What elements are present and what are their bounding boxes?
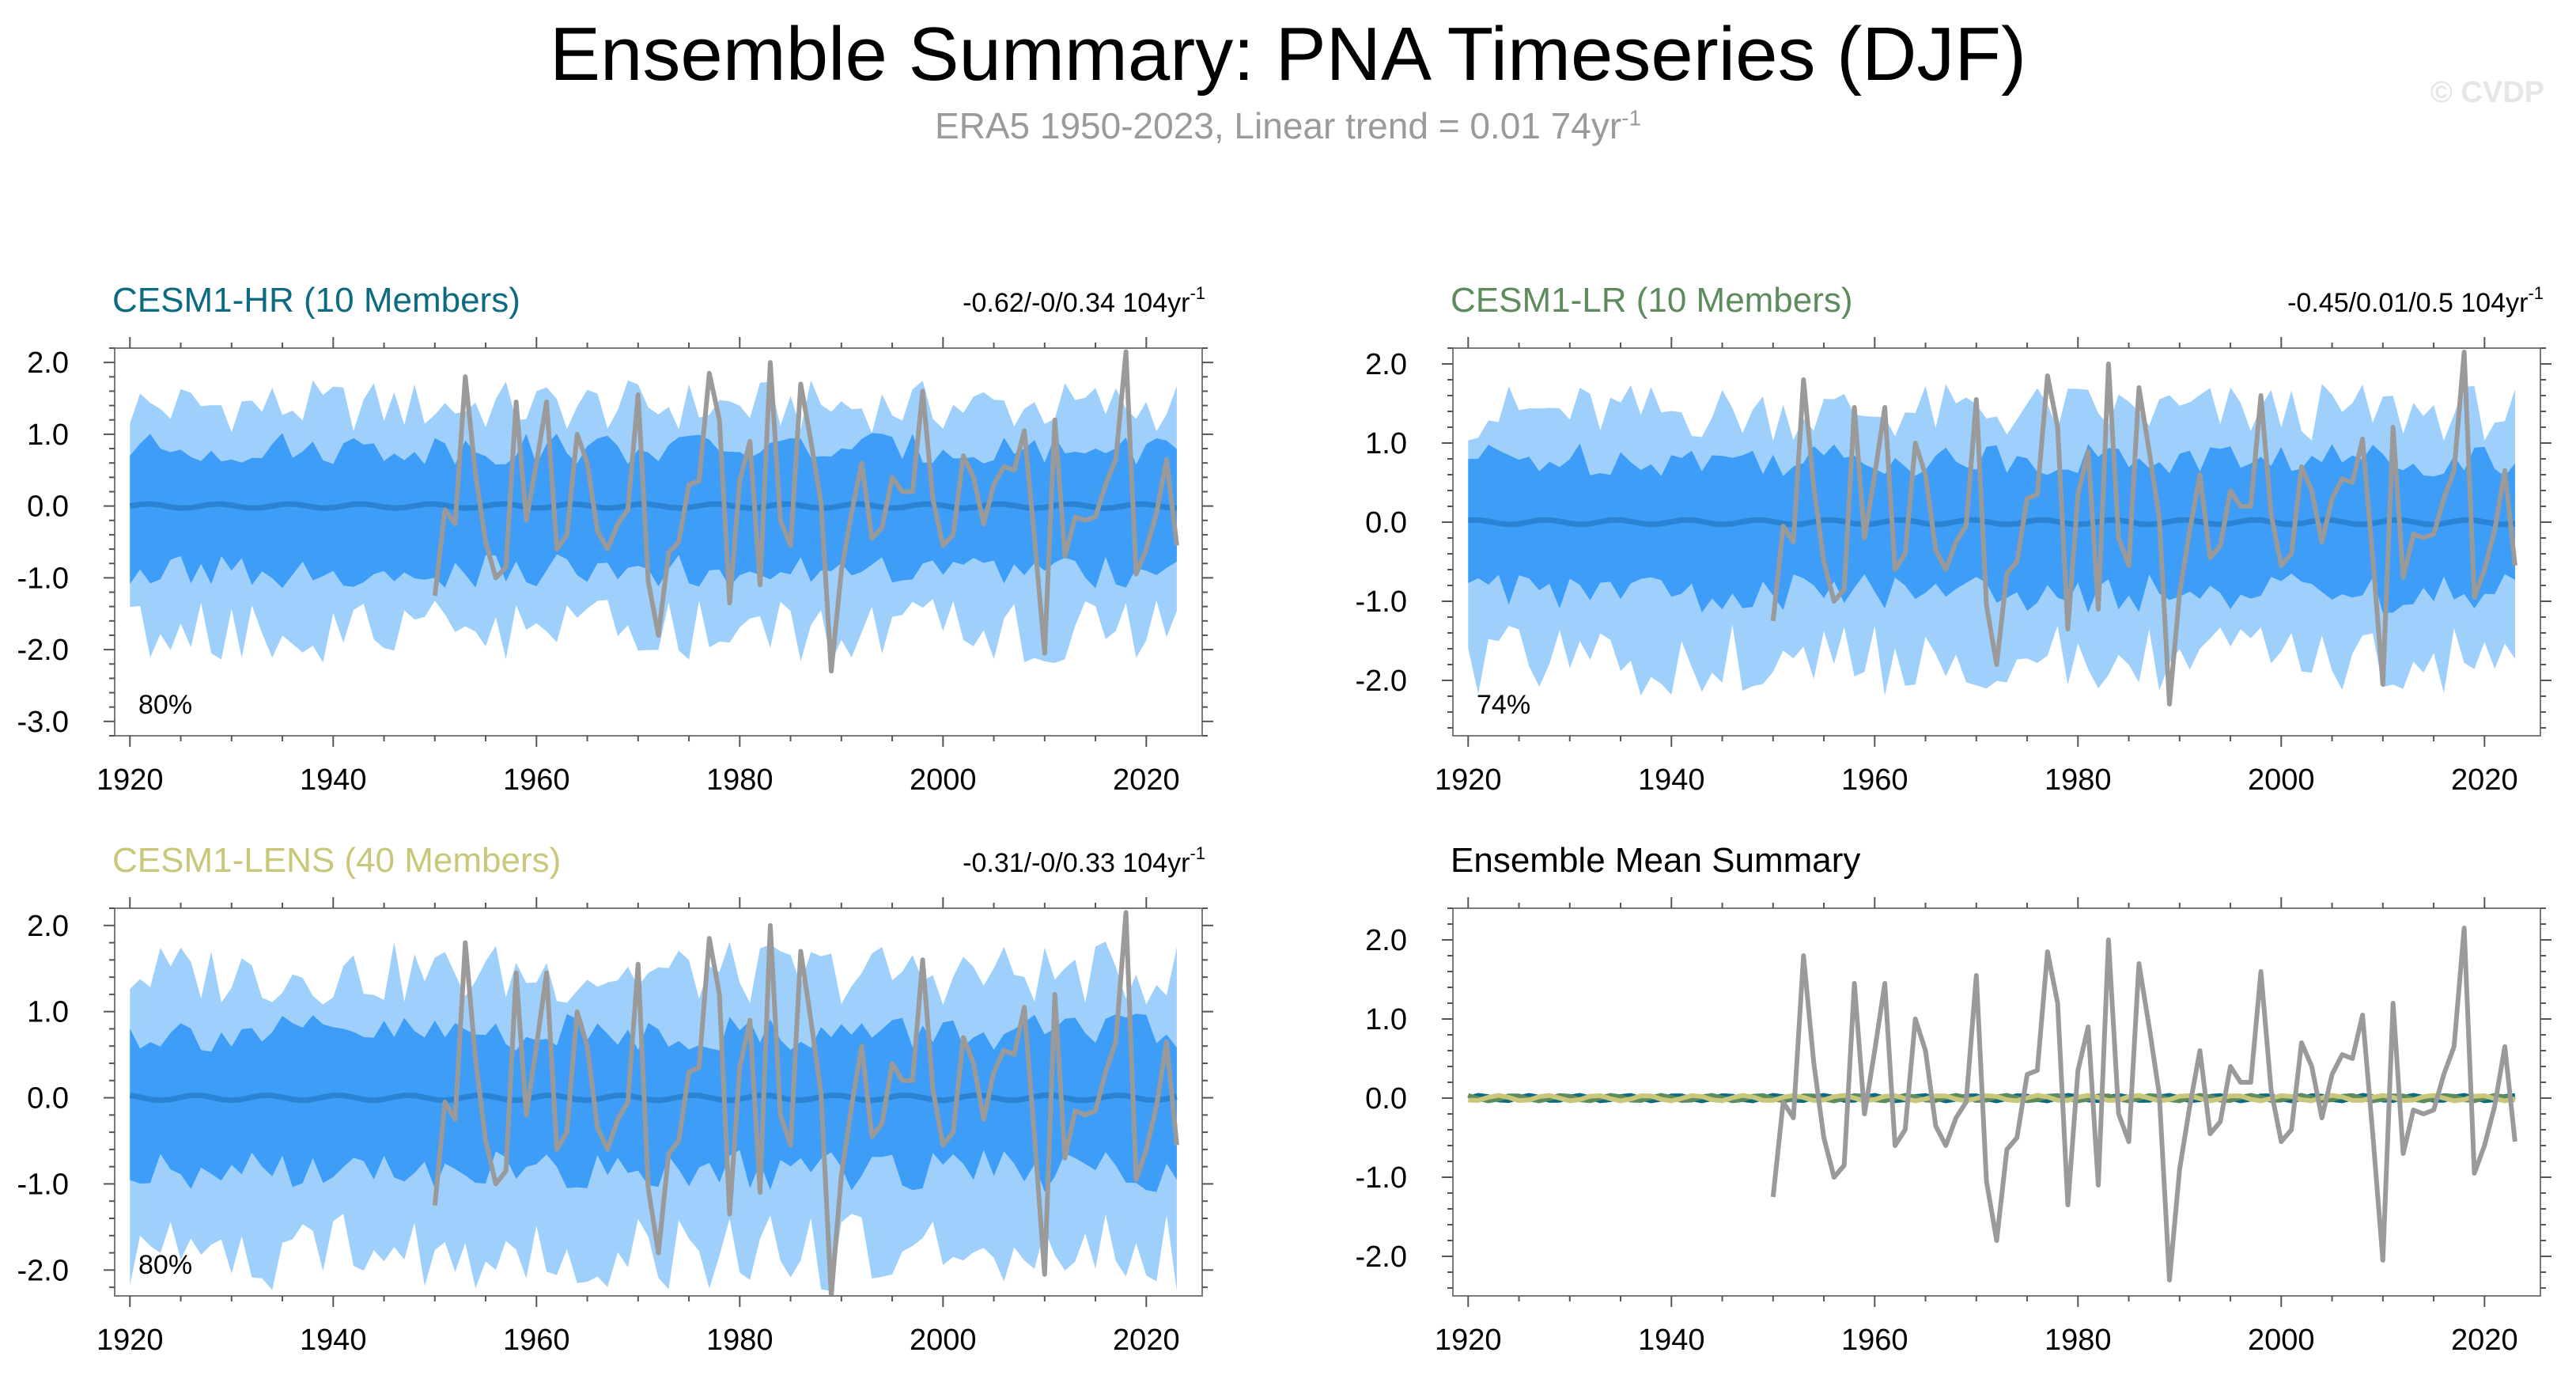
panel-title: CESM1-LENS (40 Members) — [112, 841, 561, 880]
panel-hr: 1920 1940 1960 1980 2000 2020 2.0 1.0 0.0 -1.0 -2.… — [17, 281, 1213, 797]
y-tick-label: 1.0 — [1365, 1003, 1407, 1036]
plot-area — [1468, 350, 2517, 706]
percentage-label: 74% — [1477, 690, 1530, 720]
ensemble-mean-line — [129, 501, 1178, 511]
y-tick-label: 1.0 — [27, 996, 69, 1029]
plot-frame — [114, 907, 1203, 1297]
trend-superscript: -1 — [2528, 283, 2544, 303]
y-tick-label: -1.0 — [17, 562, 69, 595]
y-tick-label: 0.0 — [27, 1082, 69, 1116]
x-tick-label: 1920 — [96, 1324, 164, 1357]
y-tick-label: 2.0 — [1365, 924, 1407, 957]
x-tick-label: 1980 — [2045, 763, 2112, 797]
y-tick-label: 2.0 — [27, 347, 69, 380]
inner-spread-band — [130, 1013, 1177, 1192]
trend-label: -0.62/-0/0.34 104yr-1 — [963, 283, 1205, 318]
panel-title: Ensemble Mean Summary — [1451, 841, 1860, 880]
x-tick-label: 1940 — [300, 763, 367, 797]
panel-lr: 1920 1940 1960 1980 2000 2020 2.0 1.0 0.0 -1.0 -2.… — [1356, 281, 2551, 797]
trend-value: -0.62/-0/0.34 104yr — [963, 288, 1190, 318]
y-tick-label: -2.0 — [1356, 665, 1407, 698]
subtitle-text: ERA5 1950-2023, Linear trend = 0.01 74yr — [934, 105, 1622, 146]
trend-value: -0.45/0.01/0.5 104yr — [2287, 288, 2528, 318]
y-tick-label: -3.0 — [17, 706, 69, 739]
y-tick-label: -1.0 — [1356, 1161, 1407, 1195]
x-tick-label: 1960 — [1841, 763, 1908, 797]
x-tick-label: 1960 — [503, 763, 570, 797]
x-tick-label: 1920 — [1435, 763, 1502, 797]
trend-superscript: -1 — [1190, 283, 1205, 303]
y-tick-label: -1.0 — [17, 1168, 69, 1201]
subtitle-superscript: -1 — [1621, 105, 1642, 131]
x-tick-label: 1980 — [706, 763, 774, 797]
x-tick-label: 1960 — [503, 1324, 570, 1357]
panel-lens: 1920 1940 1960 1980 2000 2020 2.0 1.0 0.0 -1.0 -2.… — [17, 841, 1213, 1357]
copyright-watermark: © CVDP — [2430, 76, 2544, 109]
y-tick-label: -2.0 — [17, 1254, 69, 1287]
x-tick-label: 1940 — [300, 1324, 367, 1357]
percentage-label: 80% — [138, 1250, 192, 1280]
x-tick-label: 1920 — [96, 763, 164, 797]
y-tick-label: 0.0 — [1365, 506, 1407, 540]
trend-label: -0.45/0.01/0.5 104yr-1 — [2287, 283, 2544, 318]
x-tick-label: 2020 — [1113, 763, 1180, 797]
observed-era5-line — [432, 349, 1179, 674]
ensemble-mean-line — [1468, 517, 2516, 528]
plot-frame — [1452, 907, 2541, 1297]
percentage-label: 80% — [138, 690, 192, 720]
x-tick-label: 1940 — [1638, 763, 1705, 797]
plot-area — [129, 349, 1179, 674]
y-tick-label: -1.0 — [1356, 585, 1407, 619]
x-tick-label: 2000 — [2248, 1324, 2315, 1357]
x-tick-label: 1980 — [706, 1324, 774, 1357]
x-tick-label: 2000 — [910, 1324, 977, 1357]
panel-title: CESM1-LR (10 Members) — [1451, 281, 1853, 320]
y-tick-label: 1.0 — [1365, 427, 1407, 460]
trend-value: -0.31/-0/0.33 104yr — [963, 848, 1190, 878]
observed-era5-line — [1770, 926, 2517, 1282]
plot-area — [129, 910, 1179, 1296]
trend-label: -0.31/-0/0.33 104yr-1 — [963, 843, 1205, 878]
ensemble-mean-line — [129, 1092, 1178, 1104]
y-tick-label: 0.0 — [27, 491, 69, 524]
y-tick-label: -2.0 — [1356, 1241, 1407, 1274]
subtitle: ERA5 1950-2023, Linear trend = 0.01 74yr… — [0, 104, 2576, 147]
observed-era5-line — [1770, 350, 2517, 706]
observed-era5-line — [432, 910, 1179, 1296]
x-tick-label: 2020 — [2451, 763, 2518, 797]
plot-frame — [1452, 347, 2541, 737]
plot-area — [1467, 926, 2517, 1282]
y-tick-label: 2.0 — [1365, 348, 1407, 381]
y-tick-label: 2.0 — [27, 910, 69, 943]
x-tick-label: 2020 — [1113, 1324, 1180, 1357]
x-tick-label: 2000 — [2248, 763, 2315, 797]
summary-mean-line-3 — [1468, 1093, 2516, 1104]
x-tick-label: 1960 — [1841, 1324, 1908, 1357]
main-title: Ensemble Summary: PNA Timeseries (DJF) — [549, 12, 2027, 97]
x-tick-label: 1980 — [2045, 1324, 2112, 1357]
y-tick-label: 1.0 — [27, 419, 69, 452]
x-tick-label: 1920 — [1435, 1324, 1502, 1357]
x-tick-label: 2020 — [2451, 1324, 2518, 1357]
x-tick-label: 2000 — [910, 763, 977, 797]
panel-summary: 1920 1940 1960 1980 2000 2020 2.0 1.0 0.0 -1.0 -2.… — [1356, 841, 2551, 1357]
trend-superscript: -1 — [1190, 843, 1205, 863]
plot-frame — [114, 347, 1203, 737]
y-tick-label: -2.0 — [17, 634, 69, 667]
panel-title: CESM1-HR (10 Members) — [112, 281, 520, 320]
x-tick-label: 1940 — [1638, 1324, 1705, 1357]
y-tick-label: 0.0 — [1365, 1082, 1407, 1116]
